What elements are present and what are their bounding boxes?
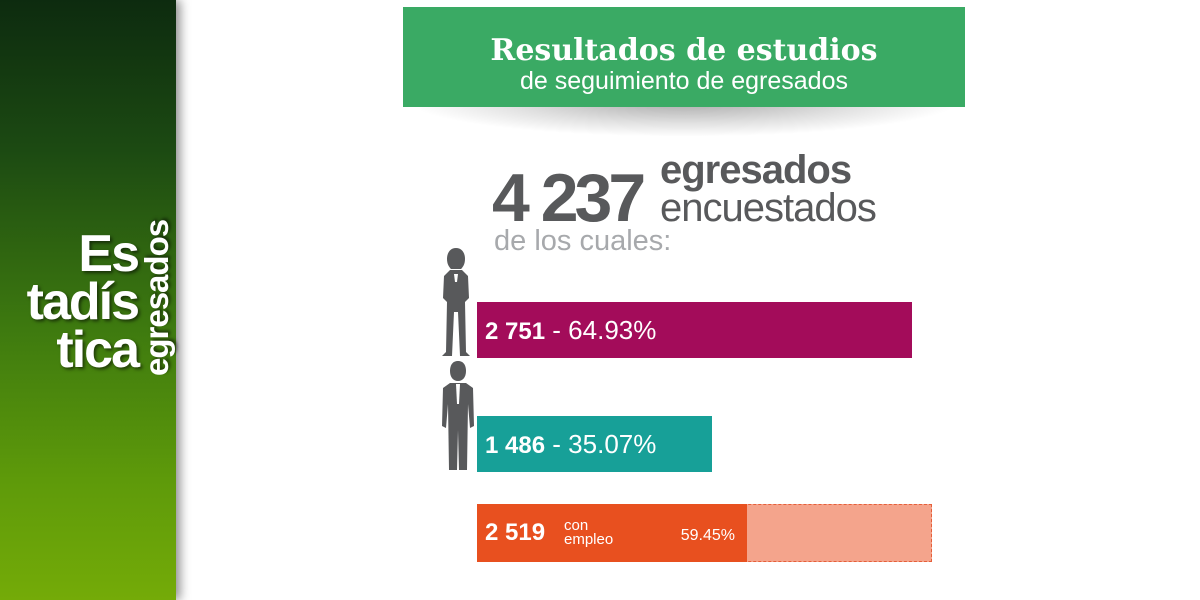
page-title: Resultados de estudios (490, 33, 878, 68)
brand-vertical-text: egresados (138, 219, 175, 376)
employment-percent-label: 59.45% (680, 527, 735, 544)
men-percent-label: 35.07% (568, 429, 657, 459)
employment-label: con empleo (564, 517, 634, 548)
women-value-label: 2 751 (485, 318, 546, 345)
page-subtitle: de seguimiento de egresados (519, 67, 848, 95)
employment-label-line-1: con (564, 517, 589, 534)
employment-bar: 2 519 con empleo 59.45% (477, 504, 747, 562)
employment-value-label: 2 519 (485, 519, 546, 546)
brand-line-2: tadís (26, 273, 140, 331)
men-separator: - (545, 429, 569, 459)
man-silhouette-icon (442, 361, 474, 470)
women-bar: 2 751 - 64.93% (477, 302, 912, 358)
brand-line-3: tica (56, 321, 140, 379)
brand-line-1: Es (78, 225, 140, 283)
header-banner: Resultados de estudios de seguimiento de… (403, 7, 965, 107)
employment-label-line-2: empleo (564, 531, 614, 548)
woman-silhouette-icon (442, 248, 470, 356)
brand-logo: Es tadís tica egresados (0, 0, 176, 600)
of-which-label: de los cuales: (494, 225, 672, 257)
men-bar: 1 486 - 35.07% (477, 416, 712, 472)
women-separator: - (545, 315, 569, 345)
men-value-label: 1 486 (485, 432, 546, 459)
total-surveyed-number: 4 237 (492, 160, 646, 236)
women-percent-label: 64.93% (568, 315, 657, 345)
total-label-line-2: encuestados (660, 186, 877, 230)
total-label-line-1: egresados (660, 148, 852, 192)
sidebar: Es tadís tica egresados (0, 0, 176, 600)
